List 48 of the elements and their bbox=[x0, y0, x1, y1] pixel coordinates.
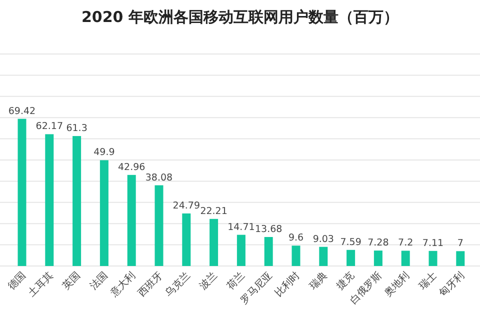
x-tick-label: 瑞士 bbox=[416, 270, 440, 292]
bar bbox=[154, 185, 164, 266]
bar bbox=[346, 250, 356, 266]
x-tick-label: 西班牙 bbox=[135, 270, 166, 300]
bar bbox=[100, 160, 108, 266]
x-tick-label: 奥地利 bbox=[382, 270, 412, 300]
data-label: 9.03 bbox=[312, 234, 334, 245]
data-label: 7.59 bbox=[340, 236, 362, 248]
bar bbox=[210, 218, 218, 266]
data-label: 22.21 bbox=[200, 206, 228, 217]
data-label: 13.68 bbox=[255, 224, 282, 235]
data-label: 9.6 bbox=[288, 232, 304, 244]
x-tick-label: 捷克 bbox=[334, 270, 357, 292]
x-tick-label: 比利时 bbox=[272, 270, 302, 300]
bar bbox=[72, 136, 82, 266]
x-tick-label: 荷兰 bbox=[224, 270, 248, 292]
data-label: 24.79 bbox=[172, 200, 200, 212]
bar bbox=[292, 246, 300, 266]
data-label: 7.11 bbox=[422, 238, 444, 249]
bar bbox=[428, 250, 438, 266]
chart-title: 2020 年欧洲各国移动互联网用户数量（百万） bbox=[82, 8, 398, 26]
data-label: 69.42 bbox=[8, 106, 36, 117]
data-label: 7.28 bbox=[368, 238, 389, 249]
data-label: 61.3 bbox=[66, 123, 88, 134]
x-tick-label: 乌克兰 bbox=[162, 270, 193, 300]
bar bbox=[18, 118, 26, 266]
x-tick-label: 德国 bbox=[6, 270, 28, 292]
data-label: 49.9 bbox=[94, 147, 115, 158]
bar bbox=[264, 237, 273, 266]
bar bbox=[319, 246, 328, 266]
data-label: 42.96 bbox=[118, 162, 146, 173]
x-tick-label: 匈牙利 bbox=[436, 270, 467, 300]
x-tick-label: 瑞典 bbox=[306, 270, 330, 292]
bar bbox=[182, 213, 191, 266]
bar bbox=[374, 250, 382, 266]
x-tick-label: 土耳其 bbox=[26, 270, 56, 300]
bar bbox=[45, 134, 54, 266]
bar bbox=[401, 250, 410, 266]
data-label: 14.71 bbox=[228, 222, 255, 233]
bar bbox=[127, 174, 136, 266]
data-label: 38.08 bbox=[145, 172, 173, 184]
bar bbox=[456, 251, 465, 266]
data-label: 7.2 bbox=[398, 238, 414, 249]
x-tick-label: 英国 bbox=[60, 270, 83, 292]
data-label: 7 bbox=[457, 238, 464, 250]
bar bbox=[236, 234, 246, 266]
x-tick-label: 波兰 bbox=[197, 270, 220, 292]
data-label: 62.17 bbox=[36, 121, 63, 132]
